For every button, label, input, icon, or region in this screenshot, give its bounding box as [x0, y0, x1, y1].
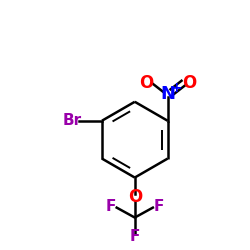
- Text: +: +: [170, 81, 182, 95]
- Text: N: N: [160, 85, 175, 103]
- Text: F: F: [105, 200, 116, 214]
- Text: F: F: [154, 200, 164, 214]
- Text: O: O: [139, 74, 153, 92]
- Text: O: O: [182, 74, 196, 92]
- Text: Br: Br: [62, 113, 82, 128]
- Text: F: F: [130, 229, 140, 244]
- Text: O: O: [128, 188, 142, 206]
